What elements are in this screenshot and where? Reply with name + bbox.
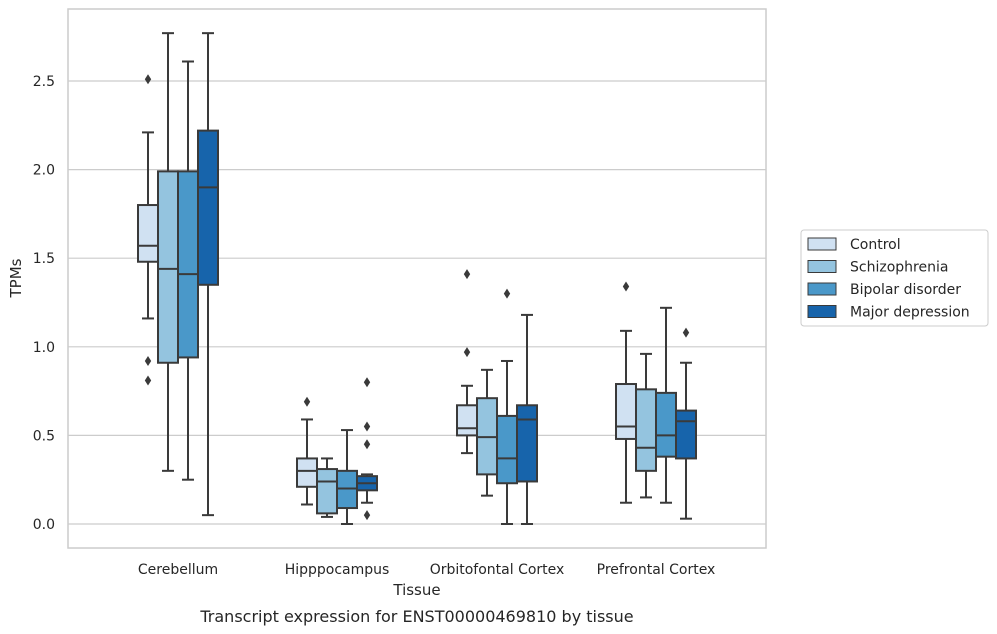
legend-swatch [807, 237, 837, 251]
box-group [655, 306, 677, 504]
box-group [336, 429, 358, 525]
x-axis-title: Tissue [392, 581, 440, 599]
plot-area-frame [67, 8, 767, 549]
legend-frame [800, 229, 989, 327]
box-group [296, 396, 318, 506]
outlier-point [463, 347, 471, 358]
outlier-point [622, 281, 630, 292]
box-iqr [177, 170, 199, 359]
legend-label: Bipolar disorder [850, 282, 961, 298]
outlier-point [363, 421, 371, 432]
box-group [516, 313, 538, 525]
x-tick-label: Orbitofontal Cortex [430, 562, 565, 578]
box-iqr [197, 129, 219, 286]
legend-swatch [807, 305, 837, 318]
box-iqr [157, 170, 179, 364]
y-tick-label: 0.0 [33, 517, 55, 533]
box-group [356, 377, 378, 521]
box-group [157, 32, 179, 472]
box-group [197, 32, 219, 517]
y-tick-label: 2.5 [33, 74, 55, 90]
box-iqr [316, 468, 338, 515]
outlier-point [144, 355, 152, 366]
y-tick-labels: 0.0 0.5 1.0 1.5 2.0 2.5 [33, 74, 55, 533]
x-tick-label: Prefrontal Cortex [597, 562, 716, 578]
y-axis-title: TPMs [7, 258, 25, 298]
legend-label: Schizophrenia [850, 260, 948, 276]
box-iqr [516, 404, 538, 483]
legend-label: Control [850, 237, 901, 253]
x-tick-labels: Cerebellum Hipppocampus Orbitofontal Corte… [138, 562, 715, 578]
box-group [316, 457, 338, 518]
legend-label: Major depression [850, 305, 970, 321]
outlier-point [463, 269, 471, 280]
outlier-point [303, 396, 311, 407]
outlier-point [144, 375, 152, 386]
outlier-point [363, 439, 371, 450]
outlier-point [144, 74, 152, 85]
box-group [456, 269, 478, 455]
box-group [675, 327, 697, 520]
box-iqr [456, 404, 478, 437]
box-group [476, 368, 498, 497]
y-tick-label: 1.0 [33, 340, 55, 356]
box-group [137, 74, 159, 386]
box-iqr [675, 409, 697, 460]
outlier-point [363, 510, 371, 521]
box-iqr [635, 388, 657, 472]
box-iqr [655, 391, 677, 458]
boxes [137, 32, 697, 525]
box-group [177, 60, 199, 481]
box-group [615, 281, 637, 504]
outlier-point [503, 288, 511, 299]
y-tick-label: 0.5 [33, 428, 55, 444]
box-iqr [496, 414, 518, 485]
y-tick-label: 2.0 [33, 163, 55, 179]
box-group [496, 288, 518, 525]
outlier-point [682, 327, 690, 338]
outlier-point [363, 377, 371, 388]
box-iqr [615, 383, 637, 440]
legend-swatch [807, 260, 837, 273]
y-tick-label: 1.5 [33, 251, 55, 267]
legend: Control Schizophrenia Bipolar disorder Majo… [800, 229, 989, 327]
figure-caption: Transcript expression for ENST0000046981… [199, 607, 633, 626]
box-group [635, 352, 657, 499]
x-tick-label: Hipppocampus [285, 562, 390, 578]
legend-swatch [807, 282, 837, 296]
box-iqr [137, 204, 159, 263]
x-tick-label: Cerebellum [138, 562, 218, 578]
box-iqr [296, 457, 318, 488]
